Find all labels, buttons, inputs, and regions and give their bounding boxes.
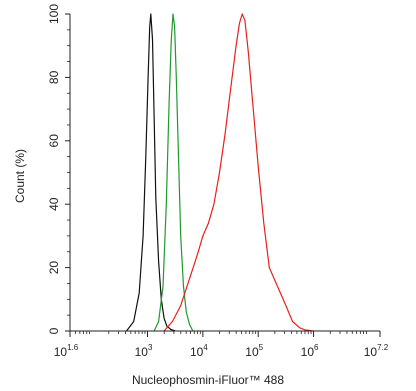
x-axis: 101.6 103 104 105 106 107.2 — [54, 330, 389, 359]
x-tick-label: 104 — [190, 343, 208, 359]
y-tick-label: 40 — [47, 197, 61, 211]
series-line-3 — [163, 13, 314, 332]
x-tick-label: 103 — [135, 343, 153, 359]
y-axis-title: Count (%) — [13, 149, 27, 203]
x-tick-label: 105 — [245, 343, 263, 359]
x-tick-label: 101.6 — [54, 343, 79, 359]
series-line-2 — [153, 13, 194, 332]
x-tick-label: 107.2 — [364, 343, 389, 359]
x-tick-label: 106 — [301, 343, 319, 359]
y-tick-label: 60 — [47, 134, 61, 148]
y-tick-label: 100 — [47, 4, 61, 24]
plot-area — [126, 13, 314, 332]
y-tick-label: 0 — [47, 327, 61, 334]
y-axis: 0 20 40 60 80 100 — [47, 4, 71, 334]
y-tick-label: 80 — [47, 70, 61, 84]
x-axis-title: Nucleophosmin-iFluor™ 488 — [132, 373, 284, 387]
y-tick-label: 20 — [47, 261, 61, 275]
series-line-1 — [126, 13, 176, 332]
